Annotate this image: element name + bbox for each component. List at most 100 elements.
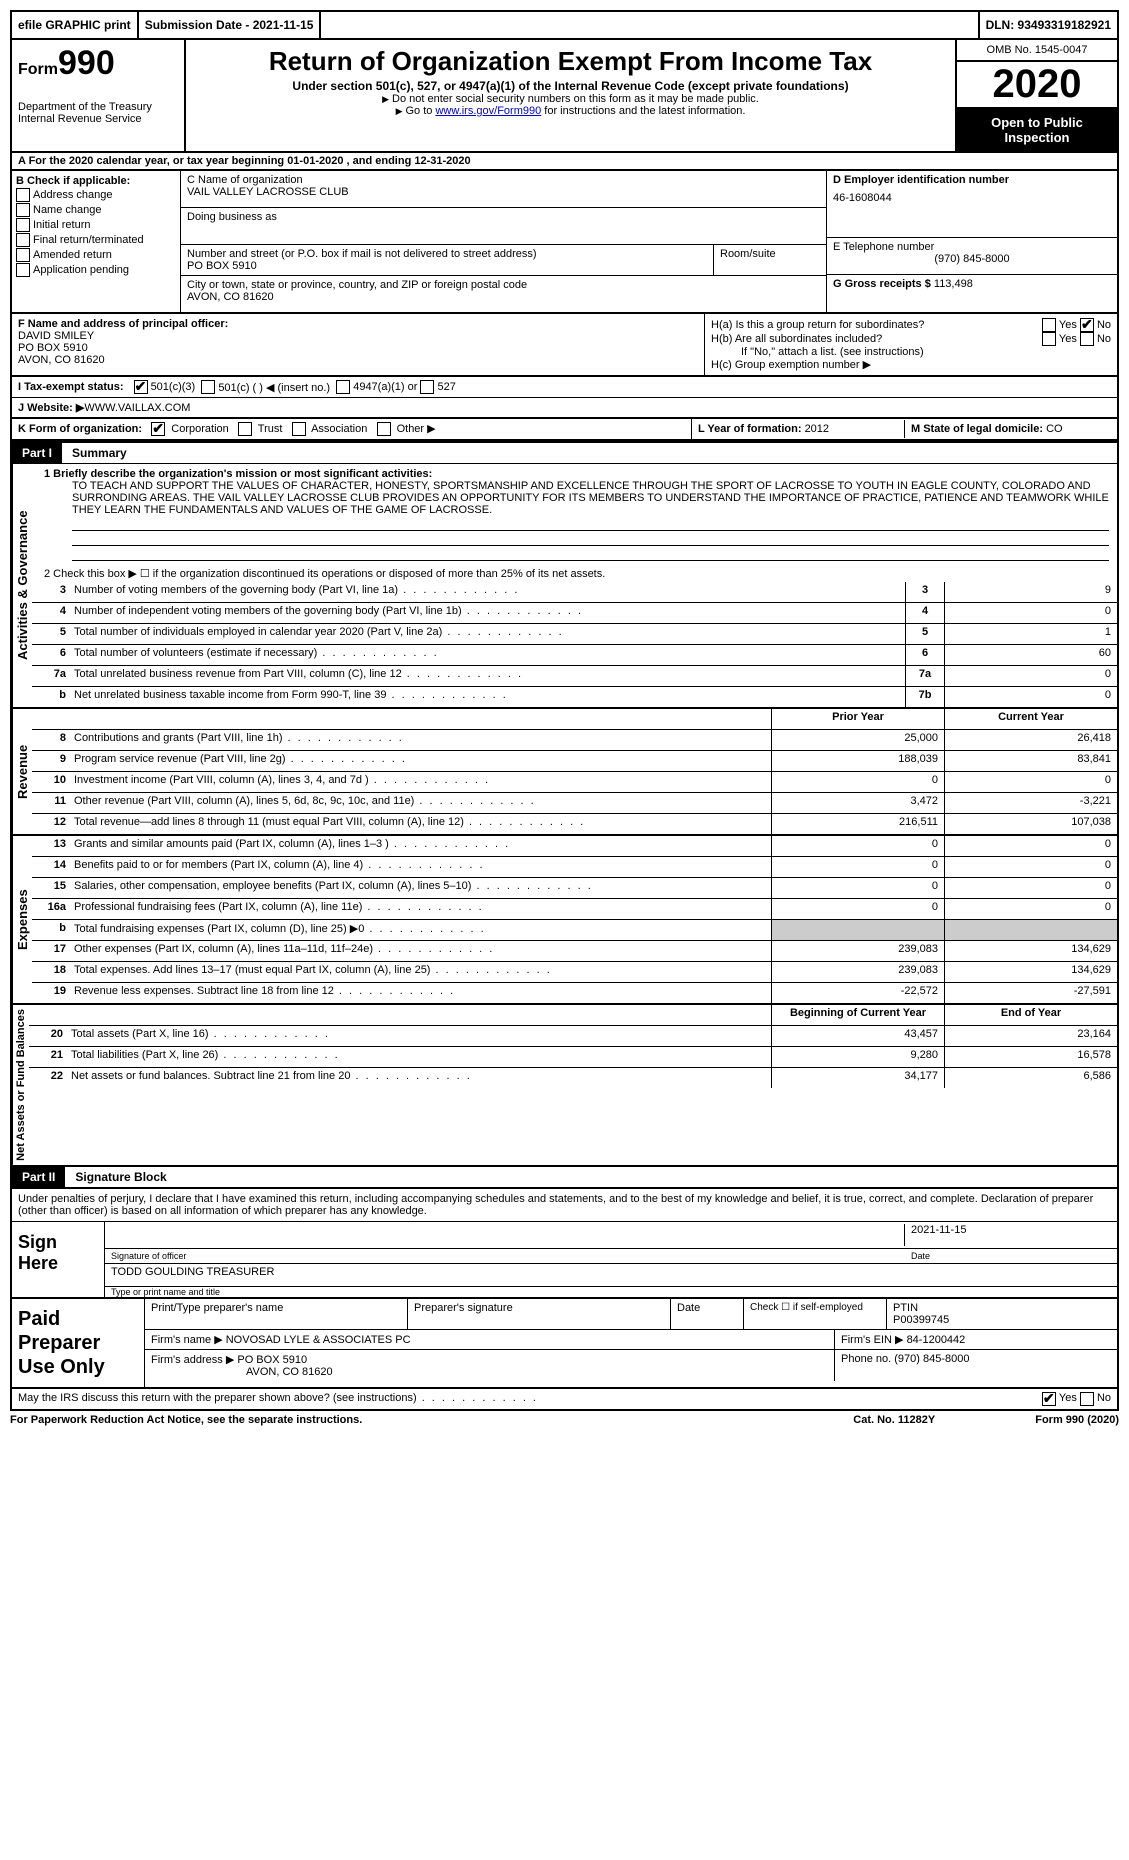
firm-name: NOVOSAD LYLE & ASSOCIATES PC	[226, 1334, 411, 1346]
vert-label-ag: Activities & Governance	[12, 464, 32, 707]
ein-value: 46-1608044	[833, 192, 1111, 204]
identity-block: B Check if applicable: Address change Na…	[10, 171, 1119, 314]
net-header: Beginning of Current Year End of Year	[29, 1005, 1117, 1026]
table-row: 4Number of independent voting members of…	[32, 603, 1117, 624]
cat-number: Cat. No. 11282Y	[853, 1414, 935, 1426]
vert-label-revenue: Revenue	[12, 709, 32, 834]
paperwork-notice: For Paperwork Reduction Act Notice, see …	[10, 1414, 362, 1426]
vert-label-expenses: Expenses	[12, 836, 32, 1003]
row-a-tax-year: A For the 2020 calendar year, or tax yea…	[10, 153, 1119, 171]
hb-note: If "No," attach a list. (see instruction…	[711, 346, 1111, 358]
self-employed-check[interactable]: Check ☐ if self-employed	[744, 1299, 887, 1329]
footer: For Paperwork Reduction Act Notice, see …	[10, 1411, 1119, 1429]
ssn-note: Do not enter social security numbers on …	[192, 93, 949, 105]
part-i-header: Part I Summary	[10, 441, 1119, 464]
check-corporation[interactable]	[151, 422, 165, 436]
website-value: WWW.VAILLAX.COM	[84, 402, 190, 414]
top-bar: efile GRAPHIC print Submission Date - 20…	[10, 10, 1119, 40]
hc-label: H(c) Group exemption number ▶	[711, 358, 1111, 371]
check-association[interactable]	[292, 422, 306, 436]
dln: DLN: 93493319182921	[978, 12, 1117, 38]
paid-preparer-block: Paid Preparer Use Only Print/Type prepar…	[10, 1299, 1119, 1389]
officer-label: F Name and address of principal officer:	[18, 318, 698, 330]
year-formation: 2012	[805, 423, 829, 435]
dba-label: Doing business as	[187, 211, 820, 223]
omb-number: OMB No. 1545-0047	[957, 40, 1117, 62]
check-4947[interactable]	[336, 380, 350, 394]
table-row: 8Contributions and grants (Part VIII, li…	[32, 730, 1117, 751]
vert-label-net: Net Assets or Fund Balances	[12, 1005, 29, 1165]
table-row: 16aProfessional fundraising fees (Part I…	[32, 899, 1117, 920]
table-row: 10Investment income (Part VIII, column (…	[32, 772, 1117, 793]
signature-block: Under penalties of perjury, I declare th…	[10, 1189, 1119, 1299]
officer-addr1: PO BOX 5910	[18, 342, 698, 354]
check-initial-return[interactable]: Initial return	[16, 218, 176, 232]
ptin-value: P00399745	[893, 1314, 1111, 1326]
form-footer: Form 990 (2020)	[1035, 1414, 1119, 1426]
line1-label: 1 Briefly describe the organization's mi…	[44, 468, 1109, 480]
telephone-label: E Telephone number	[833, 241, 1111, 253]
ha-yes-check[interactable]	[1042, 318, 1056, 332]
col-b-label: B Check if applicable:	[16, 175, 176, 187]
form990-link[interactable]: www.irs.gov/Form990	[435, 105, 541, 117]
check-527[interactable]	[420, 380, 434, 394]
firm-addr2: AVON, CO 81620	[246, 1366, 333, 1378]
line2-discontinued: 2 Check this box ▶ ☐ if the organization…	[32, 565, 1117, 582]
row-k-formation: K Form of organization: Corporation Trus…	[10, 419, 1119, 441]
check-name-change[interactable]: Name change	[16, 203, 176, 217]
check-address-change[interactable]: Address change	[16, 188, 176, 202]
perjury-declaration: Under penalties of perjury, I declare th…	[12, 1189, 1117, 1222]
mission-text: TO TEACH AND SUPPORT THE VALUES OF CHARA…	[72, 480, 1109, 516]
check-501c[interactable]	[201, 380, 215, 394]
preparer-sig-header: Preparer's signature	[408, 1299, 671, 1329]
table-row: 9Program service revenue (Part VIII, lin…	[32, 751, 1117, 772]
check-final-return[interactable]: Final return/terminated	[16, 233, 176, 247]
check-amended-return[interactable]: Amended return	[16, 248, 176, 262]
table-row: 17Other expenses (Part IX, column (A), l…	[32, 941, 1117, 962]
submission-date: Submission Date - 2021-11-15	[139, 12, 322, 38]
hb-no-check[interactable]	[1080, 332, 1094, 346]
net-assets-section: Net Assets or Fund Balances Beginning of…	[10, 1005, 1119, 1167]
city-value: AVON, CO 81620	[187, 291, 820, 303]
ha-no-check[interactable]	[1080, 318, 1094, 332]
check-other[interactable]	[377, 422, 391, 436]
discuss-no-check[interactable]	[1080, 1392, 1094, 1406]
table-row: 13Grants and similar amounts paid (Part …	[32, 836, 1117, 857]
table-row: 7aTotal unrelated business revenue from …	[32, 666, 1117, 687]
form-header: Form990 Department of the Treasury Inter…	[10, 40, 1119, 153]
table-row: 12Total revenue—add lines 8 through 11 (…	[32, 814, 1117, 834]
discuss-yes-check[interactable]	[1042, 1392, 1056, 1406]
type-print-label: Type or print name and title	[105, 1287, 1117, 1297]
officer-group-block: F Name and address of principal officer:…	[10, 314, 1119, 377]
org-name: VAIL VALLEY LACROSSE CLUB	[187, 186, 820, 198]
state-domicile: CO	[1046, 423, 1063, 435]
part-ii-header: Part II Signature Block	[10, 1167, 1119, 1189]
preparer-name-header: Print/Type preparer's name	[145, 1299, 408, 1329]
firm-ein: 84-1200442	[907, 1334, 966, 1346]
ptin-label: PTIN	[893, 1302, 1111, 1314]
firm-addr1: PO BOX 5910	[237, 1354, 307, 1366]
efile-label: efile GRAPHIC print	[12, 12, 139, 38]
street-value: PO BOX 5910	[187, 260, 707, 272]
dept-treasury: Department of the Treasury	[18, 101, 178, 113]
table-row: 18Total expenses. Add lines 13–17 (must …	[32, 962, 1117, 983]
check-application-pending[interactable]: Application pending	[16, 263, 176, 277]
hb-yes-check[interactable]	[1042, 332, 1056, 346]
row-i-tax-status: I Tax-exempt status: 501(c)(3) 501(c) ( …	[10, 377, 1119, 398]
check-trust[interactable]	[238, 422, 252, 436]
row-j-website: J Website: ▶ WWW.VAILLAX.COM	[10, 398, 1119, 419]
street-label: Number and street (or P.O. box if mail i…	[187, 248, 707, 260]
room-suite-label: Room/suite	[714, 245, 826, 275]
gross-receipts-label: G Gross receipts $	[833, 278, 934, 290]
gross-receipts-value: 113,498	[934, 278, 973, 290]
table-row: 6Total number of volunteers (estimate if…	[32, 645, 1117, 666]
check-501c3[interactable]	[134, 380, 148, 394]
form-title: Return of Organization Exempt From Incom…	[192, 46, 949, 77]
revenue-header: Prior Year Current Year	[32, 709, 1117, 730]
table-row: 5Total number of individuals employed in…	[32, 624, 1117, 645]
table-row: 22Net assets or fund balances. Subtract …	[29, 1068, 1117, 1088]
irs-label: Internal Revenue Service	[18, 113, 178, 125]
table-row: 21Total liabilities (Part X, line 26)9,2…	[29, 1047, 1117, 1068]
sign-here-label: Sign Here	[12, 1222, 105, 1297]
form-label: Form	[18, 61, 58, 78]
